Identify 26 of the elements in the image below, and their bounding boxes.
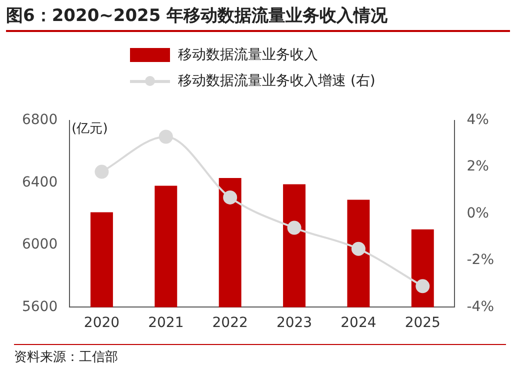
y2-tick-label: 4% — [466, 112, 489, 128]
legend-label: 移动数据流量业务收入增速 (右) — [178, 72, 376, 90]
y-tick-label: 6800 — [22, 112, 58, 128]
y-axis-title: (亿元) — [72, 121, 108, 136]
point — [351, 242, 366, 256]
y2-tick-label: -4% — [466, 298, 494, 315]
y2-tick-label: -2% — [466, 252, 494, 268]
point — [158, 130, 173, 144]
x-tick-label: 2024 — [340, 315, 376, 332]
x-tick-label: 2021 — [148, 315, 184, 332]
point — [223, 190, 238, 204]
x-tick-label: 2025 — [404, 315, 440, 332]
x-tick-label: 2020 — [84, 315, 120, 332]
chart-title: 图6：2020~2025 年移动数据流量业务收入情况 — [6, 4, 510, 32]
x-tick-label: 2022 — [212, 315, 248, 332]
point — [287, 220, 302, 235]
legend-label: 移动数据流量业务收入 — [178, 46, 318, 64]
y2-tick-label: 0% — [466, 205, 489, 222]
y-tick-label: 6000 — [22, 236, 58, 253]
text: 资料来源：工信部 — [14, 344, 506, 366]
x-tick-label: 2023 — [276, 315, 312, 332]
y-tick-label: 5600 — [22, 298, 58, 315]
y2-tick-label: 2% — [466, 158, 489, 175]
point — [416, 279, 430, 294]
point — [94, 164, 109, 179]
y-tick-label: 6400 — [22, 174, 58, 190]
